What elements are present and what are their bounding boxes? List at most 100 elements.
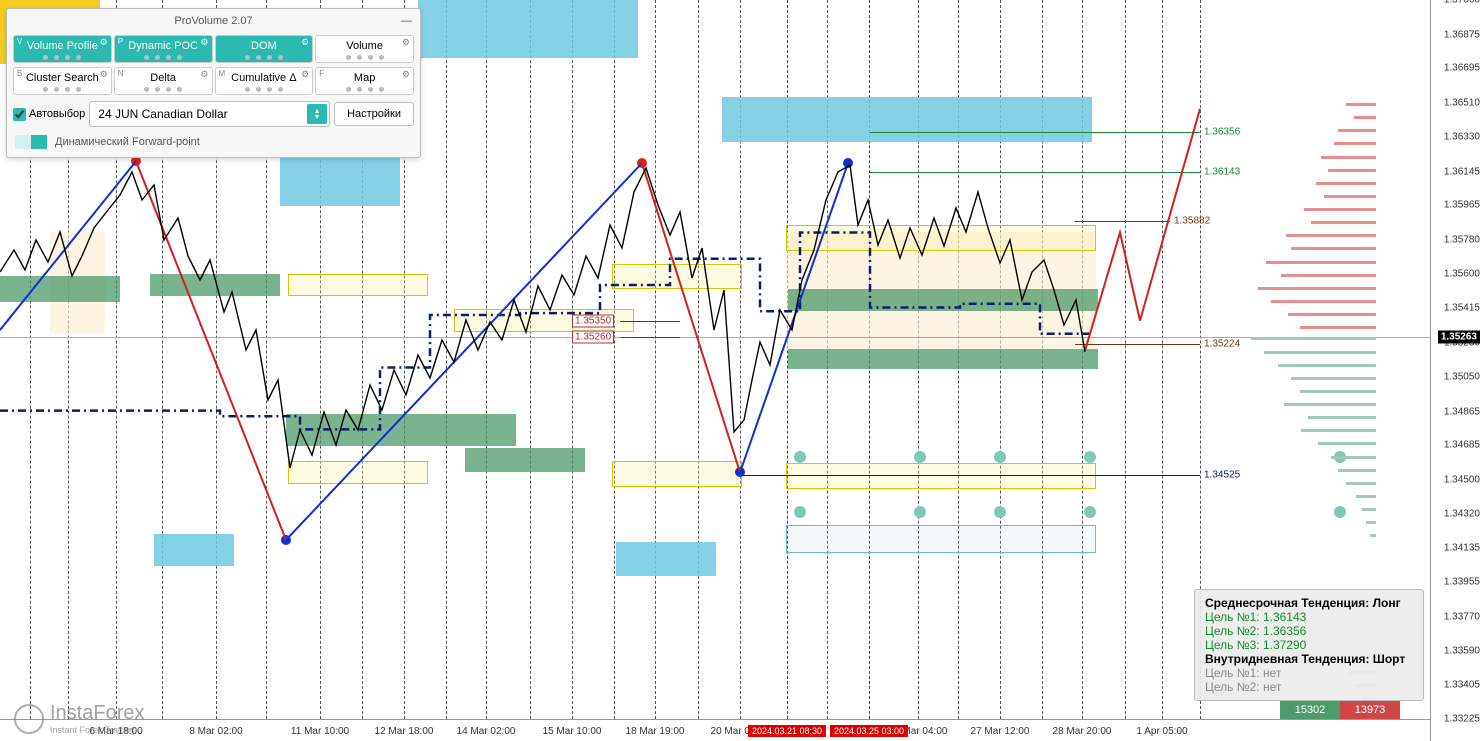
y-tick: 1.36695 [1444,63,1480,74]
forward-point-row: Динамический Forward-point [7,131,420,157]
volume-profile-bar [1286,234,1376,237]
level-label: 1.36143 [1204,166,1240,177]
zone [465,448,585,472]
y-tick: 1.34500 [1444,474,1480,485]
volume-profile-bar [1264,351,1376,354]
volume-profile-bar [1304,208,1376,211]
auto-select-label: Автовыбор [29,108,85,120]
target-dot [794,451,806,463]
volume-footer-value: 13973 [1340,701,1400,719]
target-dot [994,451,1006,463]
tab-label: Dynamic POC [128,40,198,52]
y-tick: 1.35415 [1444,303,1480,314]
forward-point-toggle[interactable] [15,135,47,149]
tabs-row-1: V⚙Volume ProfileP⚙Dynamic POC⚙DOM⚙Volume [7,33,420,65]
target-dot [794,506,806,518]
volume-profile-bar [1366,521,1376,524]
volume-profile-bar [1301,429,1376,432]
panel-tab[interactable]: ⚙Volume [315,35,414,63]
panel-tab[interactable]: P ⚙Dynamic POC [114,35,213,63]
minimize-icon[interactable]: — [401,15,412,27]
volume-profile-bar [1318,442,1376,445]
gridline-vertical [698,0,699,719]
gear-icon[interactable]: ⚙ [200,69,208,80]
gear-icon[interactable]: ⚙ [402,37,410,48]
volume-profile-bar [1331,456,1376,459]
gear-icon[interactable]: ⚙ [200,37,208,48]
volume-profile-bar [1356,495,1376,498]
x-tick: 27 Mar 12:00 [971,726,1030,737]
target-short: Цель №2: нет [1205,680,1413,694]
volume-profile-bar [1291,377,1376,380]
gear-icon[interactable]: ⚙ [301,37,309,48]
volume-profile-bar [1288,313,1376,316]
gridline-vertical [486,0,487,719]
current-price-label: 1.35263 [1438,330,1480,343]
volume-profile-bar [1346,103,1376,106]
level-line [870,132,1200,133]
target-long: Цель №3: 1.37290 [1205,638,1413,652]
gear-icon[interactable]: ⚙ [402,69,410,80]
panel-title-text: ProVolume 2.07 [174,15,252,27]
gear-icon[interactable]: ⚙ [301,69,309,80]
panel-tab[interactable]: V ⚙Volume Profile [13,35,112,63]
panel-tab[interactable]: B⚙Cluster Search [13,67,112,95]
level-label: 1.34525 [1204,470,1240,481]
trend-info-box: Среднесрочная Тенденция: Лонг Цель №1: 1… [1194,589,1424,701]
x-tick: 8 Mar 02:00 [189,726,242,737]
intra-trend-row: Внутридневная Тенденция: Шорт [1205,652,1413,666]
volume-profile-bar [1266,261,1376,264]
panel-tab[interactable]: ⚙ DOM [215,35,314,63]
volume-profile-bar [1354,116,1376,119]
logo-brand: InstaForex [50,702,144,724]
tab-key: F [319,69,324,78]
level-line [620,321,680,322]
y-tick: 1.33405 [1444,680,1480,691]
auto-select-checkbox[interactable]: Автовыбор [13,108,85,121]
y-tick: 1.35780 [1444,234,1480,245]
target-dot [914,506,926,518]
target-long: Цель №2: 1.36356 [1205,624,1413,638]
provolume-panel[interactable]: ProVolume 2.07 — V⚙Volume ProfileP⚙Dynam… [6,8,421,158]
tab-label: DOM [251,40,277,52]
instrument-select[interactable]: 24 JUN Canadian Dollar [89,101,330,127]
mid-trend-row: Среднесрочная Тенденция: Лонг [1205,596,1413,610]
auto-select-input[interactable] [13,108,26,121]
y-tick: 1.36875 [1444,29,1480,40]
zone [0,276,120,302]
mid-trend-value: Лонг [1373,596,1401,610]
gear-icon[interactable]: ⚙ [100,69,108,80]
panel-tab[interactable]: F ⚙ Map [315,67,414,95]
panel-tab[interactable]: N⚙Delta [114,67,213,95]
level-line [620,337,680,338]
gridline-vertical [530,0,531,719]
settings-button[interactable]: Настройки [334,102,414,126]
tab-key: V [17,37,22,46]
zone [788,349,1098,370]
volume-profile-bar [1258,287,1376,290]
zone [722,97,1092,142]
logo-circle-icon [14,704,44,734]
volume-profile-bar [1316,182,1376,185]
select-arrow-icon[interactable] [307,104,327,124]
volume-profile-bar [1281,274,1376,277]
tab-label: Cluster Search [26,72,99,84]
tab-label: Volume Profile [27,40,98,52]
mid-trend-label: Среднесрочная Тенденция: [1205,596,1369,610]
volume-profile-bar [1300,390,1376,393]
y-tick: 1.34320 [1444,508,1480,519]
tab-label: Map [354,72,375,84]
y-tick: 1.36510 [1444,98,1480,109]
y-tick: 1.36330 [1444,131,1480,142]
zone [786,225,1096,251]
tab-key: P [118,37,123,46]
x-tick: 28 Mar 20:00 [1053,726,1112,737]
panel-tab[interactable]: M⚙Cumulative Δ [215,67,314,95]
gear-icon[interactable]: ⚙ [100,37,108,48]
y-tick: 1.35600 [1444,268,1480,279]
tab-label: Delta [150,72,176,84]
gridline-vertical [1125,0,1126,719]
gridline-vertical [614,0,615,719]
settings-label: Настройки [347,108,401,120]
swing-dot [281,535,291,545]
